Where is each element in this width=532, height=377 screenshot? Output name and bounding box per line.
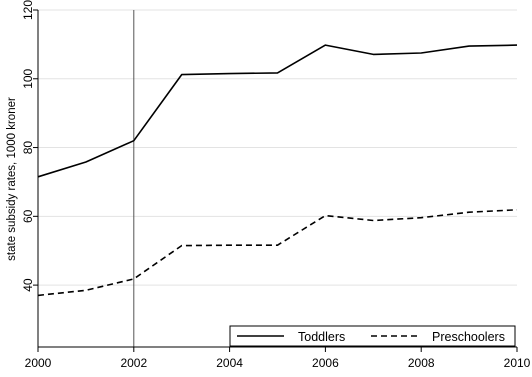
plot-area	[38, 10, 517, 347]
y-tick-label: 40	[21, 278, 35, 292]
y-tick-label: 120	[21, 0, 35, 20]
legend-label-preschoolers: Preschoolers	[432, 330, 505, 344]
legend-label-toddlers: Toddlers	[298, 330, 345, 344]
x-axis-ticks: 2000 2002 2004 2006 2008 2010	[25, 347, 531, 370]
y-tick-label: 80	[21, 141, 35, 155]
y-tick-label: 100	[21, 68, 35, 88]
y-axis-ticks: 40 60 80 100 120	[21, 0, 38, 292]
series-line-preschoolers	[37, 209, 518, 297]
series-line-toddlers	[37, 44, 518, 178]
axes	[37, 10, 517, 348]
y-axis-title: state subsidy rates, 1000 kroner	[6, 97, 18, 261]
x-tick-label: 2000	[25, 356, 52, 370]
series-group	[37, 44, 518, 297]
y-tick-label: 60	[21, 209, 35, 223]
x-tick-label: 2008	[408, 356, 435, 370]
x-tick-label: 2004	[216, 356, 243, 370]
x-tick-label: 2006	[312, 356, 339, 370]
x-tick-label: 2010	[504, 356, 531, 370]
x-tick-label: 2002	[120, 356, 147, 370]
legend: Toddlers Preschoolers	[229, 325, 516, 347]
